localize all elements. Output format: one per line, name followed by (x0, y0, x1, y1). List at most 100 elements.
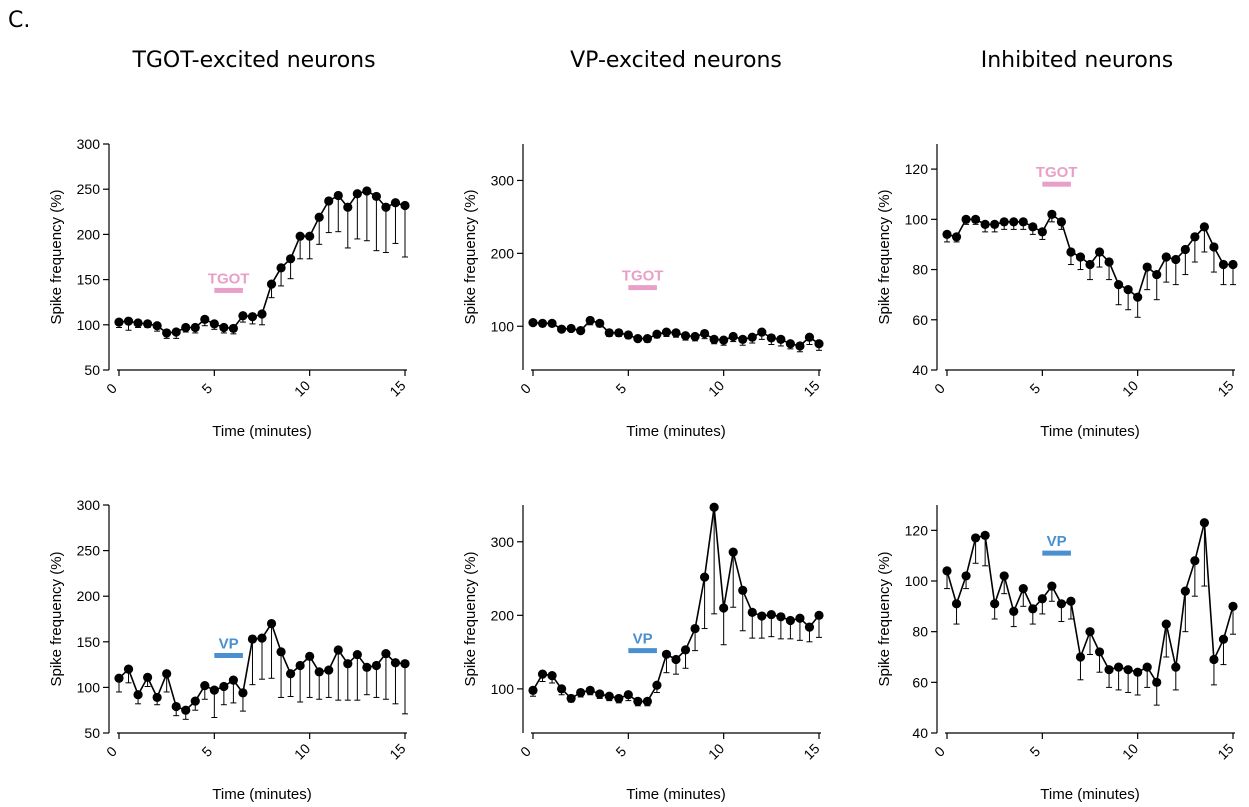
chart-tgot-excited-bottom-data-point (190, 696, 200, 706)
chart-inhibited-top: 40 60 80 100 120 Spike frequency (%) 0 5 10 15 Tim… (876, 144, 1238, 440)
chart-inhibited-bottom-ytick-label: 120 (905, 522, 929, 538)
chart-inhibited-bottom-drug-label: VP (1047, 533, 1067, 550)
chart-tgot-excited-top-xtick-label: 15 (386, 377, 408, 399)
chart-tgot-excited-top-data-point (333, 190, 343, 201)
chart-inhibited-top-ytick-label: 120 (905, 161, 929, 177)
chart-tgot-excited-bottom-data-point (181, 705, 191, 715)
chart-tgot-excited-bottom-ytick-label: 50 (84, 725, 100, 741)
chart-inhibited-bottom: 40 60 80 100 120 Spike frequency (%) 0 5 10 15 Tim… (876, 505, 1238, 803)
chart-tgot-excited-bottom-data-point (276, 647, 286, 657)
chart-tgot-excited-top-data-point (152, 321, 162, 331)
chart-tgot-excited-bottom-data-point (324, 665, 334, 675)
chart-inhibited-top-data-point (1037, 227, 1047, 237)
chart-vp-excited-bottom-y-axis-label: Spike frequency (%) (462, 551, 479, 686)
chart-tgot-excited-bottom-ytick-label: 250 (77, 543, 101, 559)
chart-inhibited-top-data-point (1047, 209, 1057, 219)
chart-vp-excited-top-ytick-label: 200 (491, 245, 515, 261)
chart-vp-excited-top-data-point (595, 318, 605, 328)
chart-inhibited-top-y-axis-label: Spike frequency (%) (876, 189, 893, 324)
chart-tgot-excited-bottom-data-point (123, 664, 134, 674)
chart-inhibited-bottom-data-point (980, 530, 990, 541)
chart-inhibited-bottom-x-axis-label: Time (minutes) (1040, 786, 1139, 803)
chart-tgot-excited-bottom-data-point (219, 681, 229, 692)
chart-inhibited-bottom-ytick-label: 40 (912, 725, 928, 741)
chart-vp-excited-top-data-point (652, 329, 662, 339)
chart-vp-excited-bottom-data-point (595, 689, 605, 699)
chart-tgot-excited-bottom-data-point (247, 634, 258, 644)
chart-inhibited-bottom-data-point (1114, 662, 1124, 672)
chart-tgot-excited-top-ytick-label: 50 (84, 362, 100, 378)
chart-inhibited-bottom-data-point (1018, 584, 1028, 594)
chart-inhibited-top-data-point (1228, 259, 1238, 270)
chart-tgot-excited-bottom-data-point (266, 618, 277, 629)
chart-vp-excited-top-data-point (795, 341, 805, 351)
chart-inhibited-top-data-point (1075, 252, 1086, 262)
chart-inhibited-bottom-data-point (1056, 599, 1066, 609)
chart-vp-excited-top-data-point (547, 318, 557, 328)
chart-vp-excited-top-data-point (719, 335, 729, 345)
chart-inhibited-top-data-point (942, 229, 952, 239)
chart-tgot-excited-bottom-data-point (238, 688, 248, 698)
column-title-tgot-excited: TGOT-excited neurons (132, 48, 376, 73)
chart-inhibited-bottom-data-point (971, 533, 981, 543)
chart-tgot-excited-top-data-point (133, 318, 143, 328)
chart-inhibited-top-data-point (1114, 280, 1124, 290)
chart-inhibited-top-drug-bar (1042, 181, 1071, 187)
chart-inhibited-top-data-point (1028, 222, 1038, 232)
chart-vp-excited-bottom-data-point (709, 502, 719, 512)
chart-inhibited-bottom-series-line (946, 522, 1234, 685)
chart-inhibited-top-data-point (1056, 217, 1066, 227)
chart-vp-excited-top-xtick-label: 0 (517, 380, 534, 397)
chart-tgot-excited-bottom-data-point (362, 662, 372, 672)
chart-tgot-excited-top-data-point (352, 189, 362, 199)
chart-tgot-excited-bottom-data-point (171, 701, 181, 712)
chart-vp-excited-bottom-data-point (623, 690, 633, 700)
chart-tgot-excited-bottom-ytick-label: 100 (77, 679, 101, 695)
chart-vp-excited-bottom-drug-bar (628, 648, 657, 654)
chart-tgot-excited-bottom-data-point (381, 649, 391, 659)
chart-tgot-excited-bottom-y-axis-label: Spike frequency (%) (48, 551, 65, 686)
chart-inhibited-bottom-xtick-label: 15 (1214, 740, 1236, 762)
chart-vp-excited-top-ytick-label: 100 (491, 318, 515, 334)
chart-tgot-excited-top-ytick-label: 150 (77, 272, 101, 288)
chart-tgot-excited-top-data-point (266, 279, 277, 289)
chart-tgot-excited-top-data-point (219, 322, 229, 333)
chart-tgot-excited-bottom-data-point (352, 649, 362, 660)
chart-vp-excited-top-data-point (747, 332, 757, 342)
chart-vp-excited-bottom-data-point (795, 613, 805, 623)
chart-inhibited-top-data-point (990, 219, 1000, 229)
chart-vp-excited-bottom-xtick-label: 15 (800, 740, 822, 762)
chart-vp-excited-bottom-data-point (680, 645, 691, 655)
chart-tgot-excited-top-ytick-label: 300 (77, 136, 101, 152)
column-title-inhibited: Inhibited neurons (980, 48, 1174, 73)
chart-vp-excited-top-data-point (633, 334, 643, 344)
chart-tgot-excited-top-data-point (209, 319, 219, 329)
chart-tgot-excited-bottom-xtick-label: 15 (386, 740, 408, 762)
chart-tgot-excited-bottom-data-point (209, 685, 219, 695)
chart-vp-excited-top-data-point (709, 334, 719, 344)
chart-tgot-excited-top-xtick-label: 10 (291, 377, 313, 399)
chart-tgot-excited-bottom-x-axis-label: Time (minutes) (212, 786, 311, 803)
chart-tgot-excited-bottom-xtick-label: 5 (198, 743, 215, 760)
chart-vp-excited-top-data-point (680, 331, 691, 341)
chart-tgot-excited-top-data-point (286, 254, 296, 264)
chart-vp-excited-bottom-data-point (614, 693, 624, 704)
chart-inhibited-top-xtick-label: 0 (931, 380, 948, 397)
chart-inhibited-top-data-point (980, 219, 990, 229)
chart-inhibited-top-data-point (951, 232, 962, 242)
chart-vp-excited-bottom-data-point (537, 669, 548, 679)
chart-inhibited-bottom-data-point (1066, 596, 1076, 606)
chart-inhibited-top-xtick-label: 15 (1214, 377, 1236, 399)
chart-vp-excited-bottom-data-point (671, 654, 681, 665)
chart-inhibited-top-data-point (1142, 262, 1152, 272)
chart-inhibited-bottom-data-point (951, 599, 962, 609)
chart-tgot-excited-top-data-point (276, 263, 286, 273)
chart-tgot-excited-top-data-point (305, 231, 315, 241)
chart-tgot-excited-top-data-point (390, 198, 401, 208)
chart-tgot-excited-top-data-point (343, 202, 353, 212)
chart-vp-excited-bottom-data-point (700, 572, 710, 582)
chart-inhibited-top-data-point (1161, 252, 1171, 262)
chart-tgot-excited-bottom-drug-label: VP (219, 635, 239, 652)
chart-tgot-excited-bottom-data-point (152, 692, 162, 703)
chart-inhibited-bottom-data-point (1047, 581, 1057, 591)
